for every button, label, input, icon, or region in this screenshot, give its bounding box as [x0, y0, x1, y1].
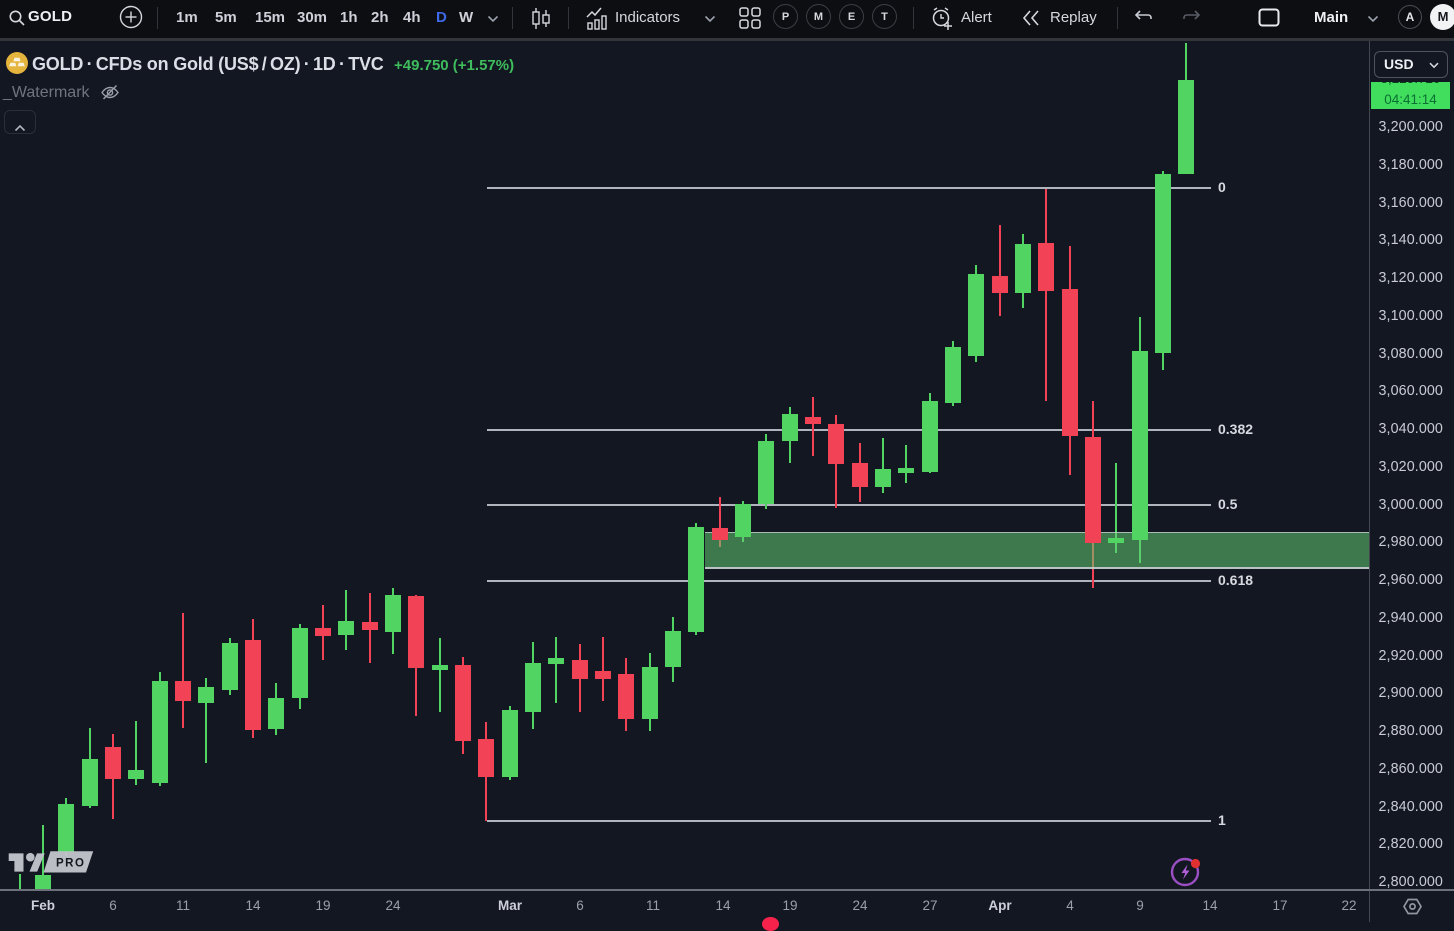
- svg-text:PRO: PRO: [56, 857, 85, 869]
